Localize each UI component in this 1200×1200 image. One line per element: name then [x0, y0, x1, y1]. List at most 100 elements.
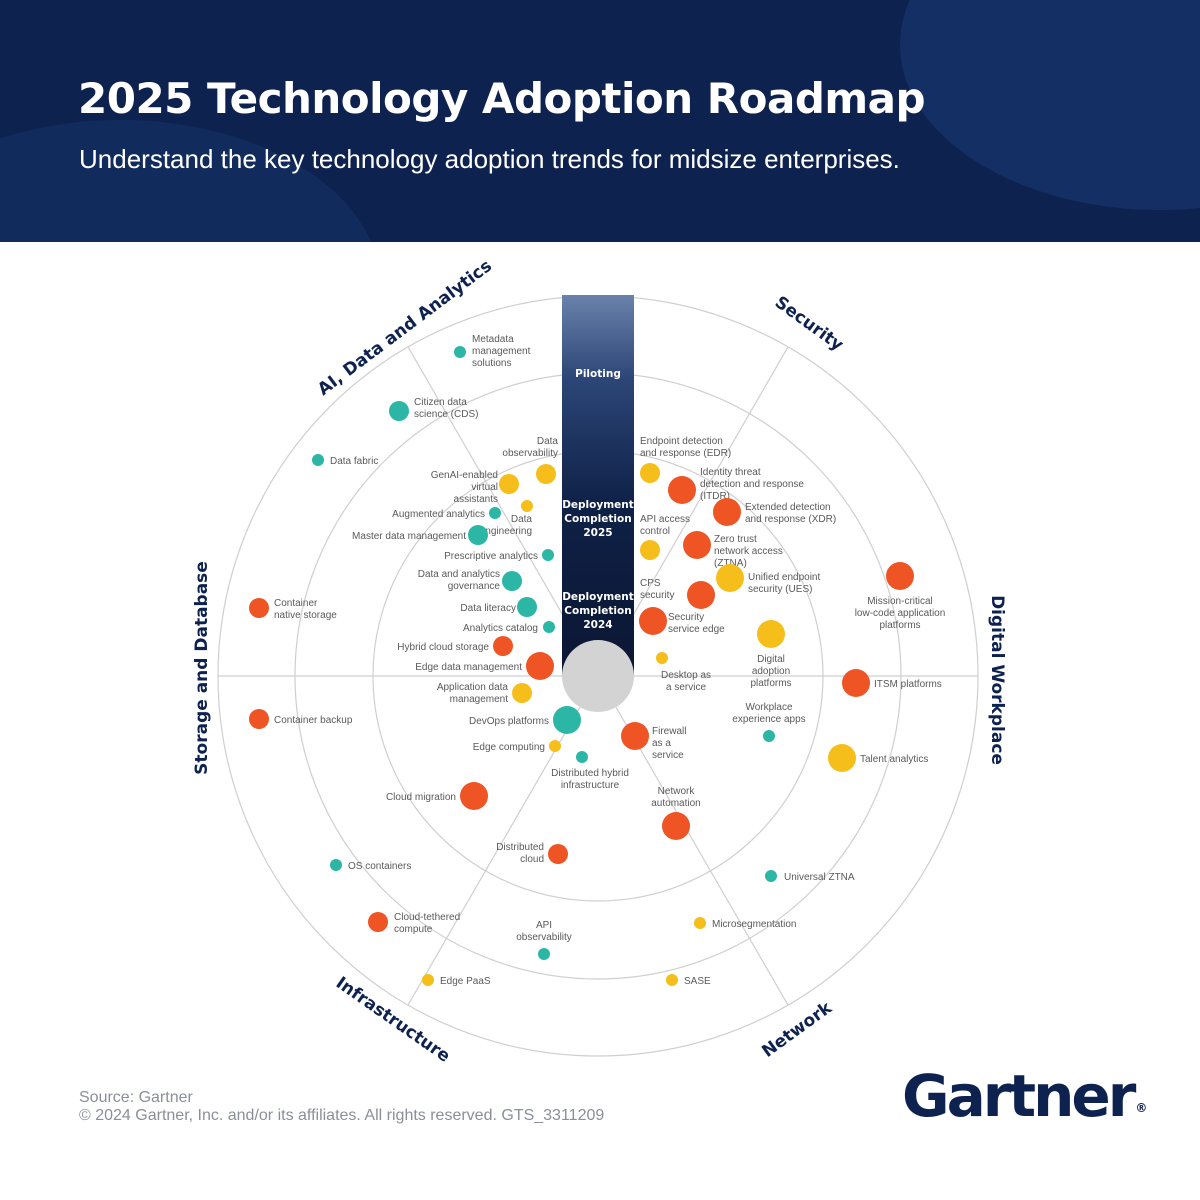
technology-nodes: Metadata management solutions Citizen data s… — [249, 334, 945, 987]
technology-dot — [757, 620, 785, 648]
technology-dot — [368, 912, 388, 932]
technology-label: Identity threat detection and response (IT… — [700, 467, 804, 502]
technology-label: API access control — [640, 514, 690, 537]
technology-dot — [683, 531, 711, 559]
technology-label: Talent analytics — [860, 754, 928, 765]
technology-label: Application data management — [437, 682, 509, 705]
technology-label: Master data management — [352, 531, 466, 542]
stage-deploy-2025-line: 2025 — [583, 527, 612, 539]
technology-dot — [842, 669, 870, 697]
technology-label: Universal ZTNA — [784, 872, 855, 883]
technology-dot — [828, 744, 856, 772]
header-decoration — [0, 120, 380, 242]
technology-dot — [549, 740, 561, 752]
technology-node: OS containers — [330, 859, 411, 872]
technology-dot — [330, 859, 342, 871]
technology-node: Edge PaaS — [422, 974, 491, 987]
technology-node: Edge data management — [415, 652, 554, 680]
technology-dot — [694, 917, 706, 929]
technology-label: Container backup — [274, 715, 353, 726]
technology-dot — [526, 652, 554, 680]
technology-node: Master data management — [352, 525, 488, 545]
radar-center — [562, 640, 634, 712]
technology-dot — [312, 454, 324, 466]
technology-node: Extended detection and response (XDR) — [713, 498, 836, 526]
technology-label: Network automation — [651, 786, 700, 809]
technology-label: Microsegmentation — [712, 919, 796, 930]
technology-dot — [687, 581, 715, 609]
technology-node: Security service edge — [639, 607, 725, 635]
technology-dot — [389, 401, 409, 421]
technology-dot — [640, 463, 660, 483]
technology-label: Container native storage — [274, 598, 337, 621]
technology-label: Distributed hybrid infrastructure — [551, 768, 629, 791]
technology-dot — [249, 598, 269, 618]
technology-node: Distributed hybrid infrastructure — [551, 751, 629, 791]
sector-label: Security — [771, 293, 847, 356]
stage-bar-fill — [562, 295, 634, 675]
technology-dot — [666, 974, 678, 986]
technology-label: Security service edge — [668, 612, 725, 635]
technology-node: Edge computing — [473, 740, 561, 753]
technology-node: Data literacy — [460, 597, 537, 617]
technology-dot — [489, 507, 501, 519]
technology-label: Data fabric — [330, 456, 378, 467]
technology-label: Cloud-tethered compute — [394, 912, 460, 935]
technology-label: Hybrid cloud storage — [397, 642, 489, 653]
technology-label: Prescriptive analytics — [444, 551, 538, 562]
stage-deploy-2024-line: Deployment — [562, 591, 634, 603]
technology-node: CPS security — [640, 578, 715, 609]
registered-mark: ® — [1135, 1101, 1148, 1115]
technology-node: SASE — [666, 974, 711, 987]
technology-dot — [502, 571, 522, 591]
page-subtitle: Understand the key technology adoption t… — [79, 144, 900, 174]
technology-dot — [765, 870, 777, 882]
technology-node: Container native storage — [249, 598, 337, 621]
technology-dot — [621, 722, 649, 750]
technology-node: Data and analytics governance — [418, 569, 522, 592]
technology-label: GenAI-enabled virtual assistants — [431, 470, 498, 505]
technology-node: Prescriptive analytics — [444, 549, 554, 562]
technology-label: ITSM platforms — [874, 679, 942, 690]
technology-dot — [639, 607, 667, 635]
technology-node: GenAI-enabled virtual assistants — [431, 470, 519, 505]
technology-node: Workplace experience apps — [732, 702, 806, 742]
footer-copyright: © 2024 Gartner, Inc. and/or its affiliat… — [79, 1107, 605, 1124]
technology-dot — [716, 564, 744, 592]
technology-dot — [668, 476, 696, 504]
technology-node: Identity threat detection and response (IT… — [668, 467, 804, 504]
technology-label: Edge computing — [473, 742, 545, 753]
technology-label: DevOps platforms — [469, 716, 549, 727]
header-decoration — [900, 0, 1200, 210]
technology-dot — [662, 812, 690, 840]
technology-label: Unified endpoint security (UES) — [748, 572, 820, 595]
technology-label: Edge data management — [415, 662, 522, 673]
technology-dot — [886, 562, 914, 590]
technology-dot — [576, 751, 588, 763]
technology-node: Desktop as a service — [656, 652, 711, 693]
technology-dot — [656, 652, 668, 664]
technology-dot — [249, 709, 269, 729]
logo-text: Gartner — [902, 1062, 1136, 1130]
adoption-radar: Piloting Deployment Completion 2025 Depl… — [192, 256, 1007, 1067]
technology-node: Universal ZTNA — [765, 870, 855, 883]
technology-dot — [493, 636, 513, 656]
stage-bar: Piloting Deployment Completion 2025 Depl… — [562, 295, 634, 675]
technology-node: Cloud migration — [386, 782, 488, 810]
technology-node: Unified endpoint security (UES) — [716, 564, 820, 595]
technology-node: Network automation — [651, 786, 701, 840]
technology-dot — [499, 474, 519, 494]
stage-deploy-2024-line: 2024 — [583, 619, 612, 631]
technology-dot — [542, 549, 554, 561]
technology-label: Data and analytics governance — [418, 569, 501, 592]
technology-node: Distributed cloud — [496, 842, 568, 865]
stage-piloting-label: Piloting — [575, 368, 621, 380]
technology-label: Mission-critical low-code application plat… — [855, 596, 946, 631]
technology-node: Cloud-tethered compute — [368, 912, 460, 935]
technology-node: Zero trust network access (ZTNA) — [683, 531, 783, 569]
technology-label: Analytics catalog — [463, 623, 538, 634]
technology-label: API observability — [516, 920, 572, 943]
technology-dot — [553, 706, 581, 734]
technology-node: Microsegmentation — [694, 917, 796, 930]
technology-node: DevOps platforms — [469, 706, 581, 734]
